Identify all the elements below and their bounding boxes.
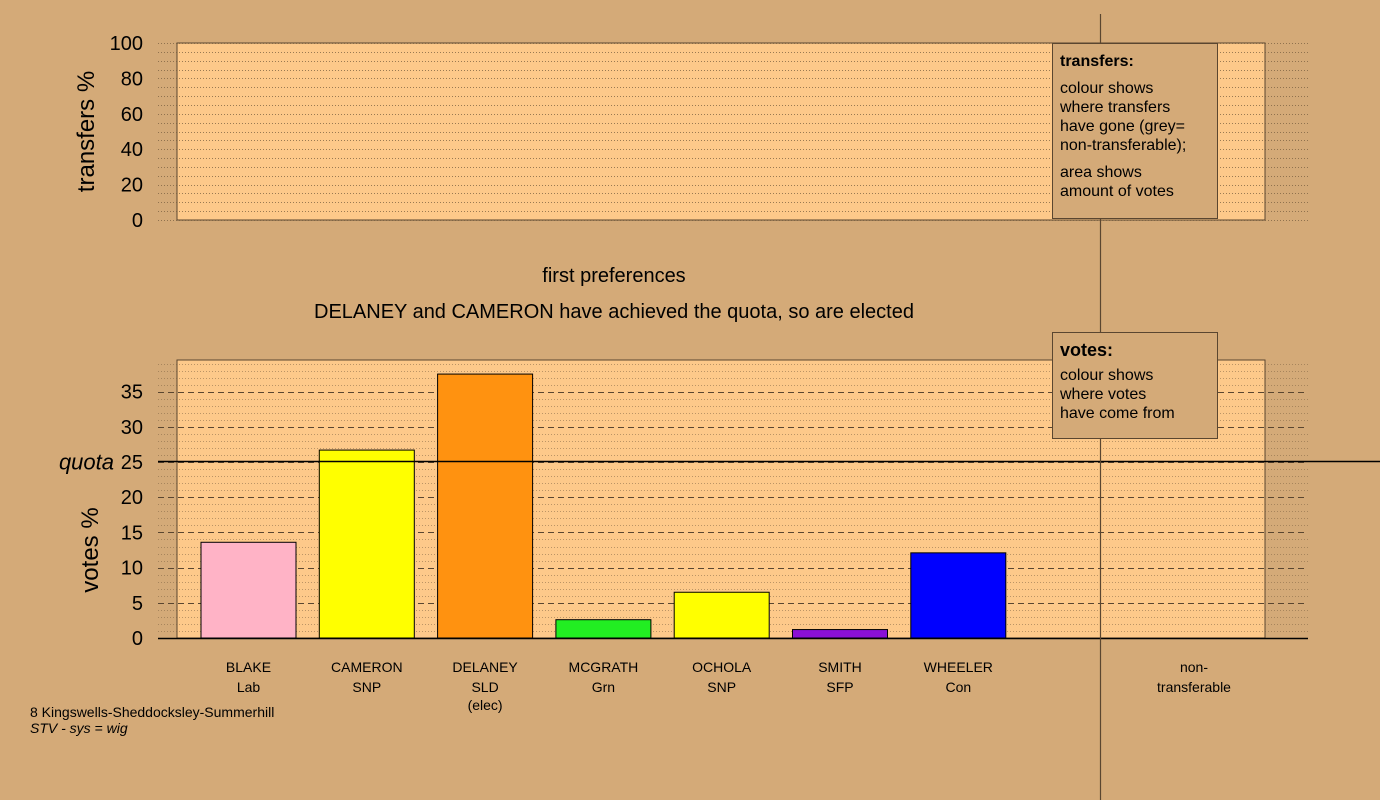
candidate-name-label: WHEELER [924,659,993,675]
votes-legend-line: have come from [1060,405,1175,422]
vote-bar [792,629,888,639]
votes-tick-label: 10 [121,558,143,580]
transfers-legend-title: transfers: [1060,53,1134,70]
quota-label: quota [59,450,114,475]
footer: 8 Kingswells-Sheddocksley-Summerhill STV… [30,704,274,736]
candidate-party-label: SLD [471,679,498,695]
chart-subtitle: DELANEY and CAMERON have achieved the qu… [314,301,914,323]
votes-legend-title: votes: [1060,340,1114,360]
transfers-tick-label: 20 [121,175,143,197]
vote-bar [555,619,652,639]
transfers-legend-line: area shows [1060,164,1142,181]
candidate-note-label: (elec) [468,697,503,713]
votes-legend: votes: colour shows where votes have com… [1052,332,1218,439]
transfers-tick-label: 0 [132,210,143,232]
transfers-legend-line: where transfers [1060,99,1171,116]
candidate-name-label: DELANEY [452,659,518,675]
transfers-axis-label: transfers % [73,71,100,192]
vote-bar [318,449,415,639]
candidate-party-label: Grn [592,679,615,695]
transfers-legend-line: have gone (grey= [1060,118,1185,135]
candidate-name-label: SMITH [818,659,862,675]
transfers-tick-label: 100 [110,33,143,55]
vote-bar [437,373,534,639]
votes-tick-label: 30 [121,417,143,439]
votes-tick-label: 0 [132,628,143,650]
transfers-legend-line: amount of votes [1060,183,1174,200]
votes-tick-label: 35 [121,382,143,404]
nontransferable-label: non- [1180,659,1208,675]
votes-tick-label: 5 [132,593,143,615]
candidate-party-label: SFP [826,679,853,695]
transfers-legend: transfers: colour shows where transfers … [1052,43,1218,219]
chart-title: first preferences [542,265,685,287]
candidate-party-label: Con [945,679,971,695]
votes-tick-label: 20 [121,487,143,509]
transfers-tick-label: 80 [121,68,143,90]
candidate-party-label: SNP [707,679,736,695]
transfers-legend-line: non-transferable); [1060,137,1187,154]
transfers-legend-line: colour shows [1060,80,1154,97]
candidate-party-label: SNP [352,679,381,695]
nontransferable-label: transferable [1157,679,1231,695]
candidate-name-label: BLAKE [226,659,271,675]
transfers-tick-label: 40 [121,139,143,161]
vote-bar [910,552,1007,639]
candidate-party-label: Lab [237,679,261,695]
candidate-name-label: CAMERON [331,659,403,675]
votes-legend-line: colour shows [1060,367,1154,384]
ward-name: 8 Kingswells-Sheddocksley-Summerhill [30,704,275,720]
system-label: STV - sys = wig [30,720,128,736]
votes-legend-line: where votes [1060,386,1147,403]
votes-tick-label: 25 [121,452,143,474]
vote-bar [200,541,297,639]
candidate-name-label: OCHOLA [692,659,752,675]
votes-axis-label: votes % [77,507,104,592]
candidate-name-label: MCGRATH [569,659,639,675]
transfers-tick-label: 60 [121,104,143,126]
vote-bar [673,591,770,639]
votes-tick-label: 15 [121,522,143,544]
